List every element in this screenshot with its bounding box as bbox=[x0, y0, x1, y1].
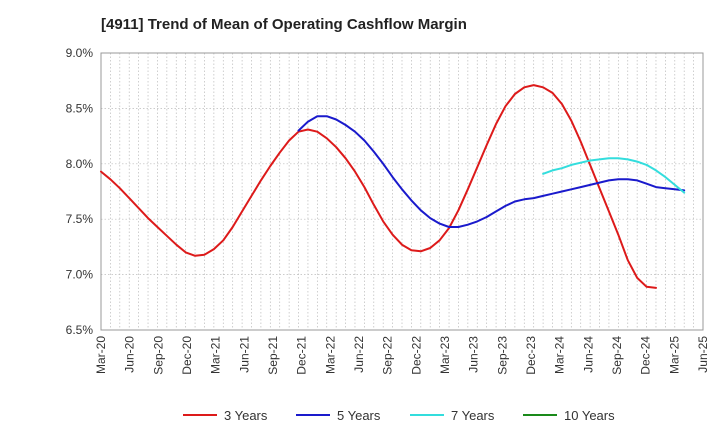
x-tick-label: Mar-20 bbox=[94, 336, 108, 374]
x-tick-label: Dec-22 bbox=[409, 336, 423, 375]
x-tick-label: Sep-22 bbox=[381, 336, 395, 375]
legend-label-7-years: 7 Years bbox=[451, 408, 495, 423]
x-tick-label: Jun-23 bbox=[467, 336, 481, 373]
y-tick-label: 9.0% bbox=[66, 46, 94, 60]
legend: 3 Years 5 Years 7 Years 10 Years bbox=[183, 408, 615, 423]
x-axis: Mar-20 Jun-20 Sep-20 Dec-20 Mar-21 Jun-21 Sep-… bbox=[94, 336, 710, 375]
series-line-7-years bbox=[542, 157, 686, 194]
x-tick-label: Jun-22 bbox=[352, 336, 366, 373]
x-tick-label: Sep-21 bbox=[266, 336, 280, 375]
y-axis: 6.5% 7.0% 7.5% 8.0% 8.5% 9.0% bbox=[66, 46, 94, 337]
x-tick-label: Dec-24 bbox=[639, 336, 653, 375]
legend-label-5-years: 5 Years bbox=[337, 408, 381, 423]
x-tick-label: Sep-23 bbox=[495, 336, 509, 375]
x-tick-label: Dec-21 bbox=[295, 336, 309, 375]
grid bbox=[101, 53, 703, 330]
series-line-5-years bbox=[297, 115, 686, 228]
x-tick-label: Mar-24 bbox=[553, 336, 567, 374]
x-tick-label: Mar-22 bbox=[323, 336, 337, 374]
plot-area bbox=[100, 52, 704, 331]
y-tick-label: 8.5% bbox=[66, 101, 94, 115]
x-tick-label: Jun-24 bbox=[581, 336, 595, 373]
series-line-3-years bbox=[100, 84, 657, 289]
x-tick-label: Jun-21 bbox=[237, 336, 251, 373]
x-tick-label: Mar-25 bbox=[667, 336, 681, 374]
x-tick-label: Jun-25 bbox=[696, 336, 710, 373]
x-tick-label: Sep-20 bbox=[151, 336, 165, 375]
x-tick-label: Sep-24 bbox=[610, 336, 624, 375]
y-tick-label: 7.5% bbox=[66, 212, 94, 226]
series-lines bbox=[100, 84, 686, 289]
x-tick-label: Dec-23 bbox=[524, 336, 538, 375]
x-tick-label: Mar-23 bbox=[438, 336, 452, 374]
legend-label-10-years: 10 Years bbox=[564, 408, 615, 423]
x-tick-label: Mar-21 bbox=[209, 336, 223, 374]
y-tick-label: 7.0% bbox=[66, 268, 94, 282]
legend-label-3-years: 3 Years bbox=[224, 408, 268, 423]
x-tick-label: Dec-20 bbox=[180, 336, 194, 375]
x-tick-label: Jun-20 bbox=[123, 336, 137, 373]
y-tick-label: 6.5% bbox=[66, 323, 94, 337]
chart-title: [4911] Trend of Mean of Operating Cashfl… bbox=[101, 16, 467, 33]
y-tick-label: 8.0% bbox=[66, 157, 94, 171]
